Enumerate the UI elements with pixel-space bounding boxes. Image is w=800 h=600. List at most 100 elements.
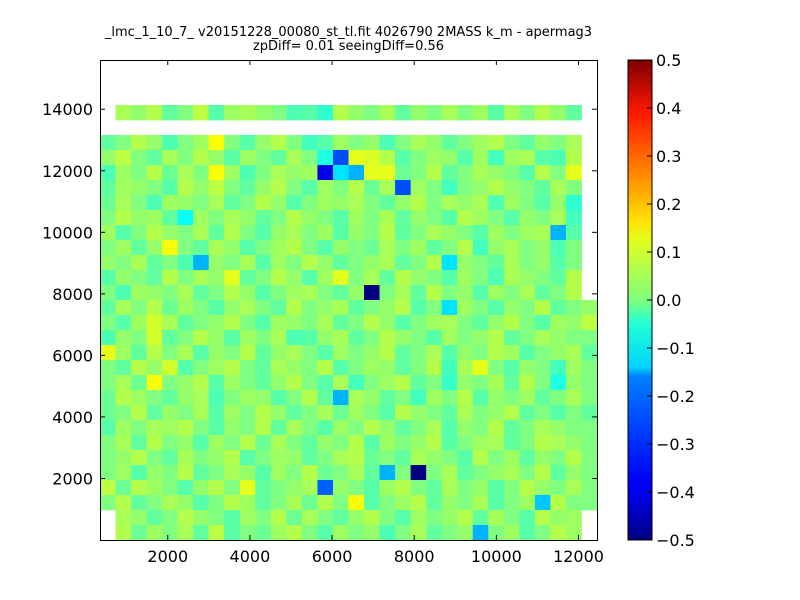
heatmap-cell [286, 360, 303, 376]
heatmap-cell [301, 105, 318, 121]
heatmap-cell [131, 450, 147, 466]
heatmap-cell [146, 375, 163, 391]
heatmap-cell [239, 300, 256, 316]
heatmap-cell [146, 195, 163, 211]
heatmap-cell [441, 420, 458, 436]
heatmap-cell [131, 315, 147, 331]
heatmap-cell [239, 180, 256, 196]
heatmap-cell [208, 360, 225, 376]
heatmap-cell [286, 105, 303, 121]
heatmap-cell [519, 180, 536, 196]
heatmap-cell [301, 435, 318, 451]
heatmap-cell [146, 240, 163, 256]
heatmap-cell [162, 390, 179, 406]
heatmap-cell [395, 405, 412, 421]
heatmap-cell [503, 330, 520, 346]
heatmap-cell [534, 270, 551, 286]
heatmap-cell [395, 315, 412, 331]
colorbar-tick-label: 0.0 [656, 291, 681, 310]
heatmap-cell [239, 225, 256, 241]
heatmap-cell [301, 285, 318, 301]
heatmap-cell [519, 450, 536, 466]
heatmap-cell [395, 435, 412, 451]
heatmap-cell [255, 345, 272, 361]
heatmap-cell [286, 345, 303, 361]
heatmap-cell [270, 195, 287, 211]
heatmap-cell [146, 480, 163, 496]
heatmap-cell [224, 480, 241, 496]
heatmap-cell [193, 480, 210, 496]
heatmap-cell [379, 435, 396, 451]
heatmap-cell [177, 525, 194, 541]
heatmap-cell [193, 195, 210, 211]
heatmap-cell [100, 225, 116, 241]
heatmap-cell [364, 165, 380, 181]
heatmap-cell [565, 465, 582, 481]
heatmap-cell [441, 330, 458, 346]
heatmap-cell [224, 405, 241, 421]
heatmap-cell [472, 150, 489, 166]
heatmap-cell [239, 525, 256, 541]
heatmap-cell [270, 210, 287, 226]
heatmap-cell [457, 330, 474, 346]
heatmap-cell [131, 285, 147, 301]
heatmap-cell [379, 495, 396, 511]
heatmap-cell [364, 285, 380, 301]
heatmap-cell [270, 285, 287, 301]
heatmap-cell [503, 180, 520, 196]
heatmap-cell [100, 420, 116, 436]
heatmap-cell [115, 435, 132, 451]
heatmap-cell [224, 525, 241, 541]
heatmap-cell [146, 450, 163, 466]
heatmap-cell [239, 450, 256, 466]
heatmap-cell [270, 330, 287, 346]
heatmap-cell [193, 300, 210, 316]
heatmap-cell [332, 405, 349, 421]
heatmap-cell [162, 285, 179, 301]
heatmap-cell [332, 390, 349, 406]
heatmap-cell [131, 525, 147, 541]
heatmap-cell [348, 105, 365, 121]
heatmap-cell [488, 360, 505, 376]
heatmap-cell [519, 480, 536, 496]
heatmap-cell [208, 135, 225, 151]
heatmap-cell [301, 465, 318, 481]
heatmap-cell [395, 225, 412, 241]
heatmap-cell [426, 180, 443, 196]
heatmap-cell [534, 465, 551, 481]
heatmap-cell [441, 435, 458, 451]
heatmap-cell [550, 135, 567, 151]
heatmap-cell [550, 300, 567, 316]
heatmap-cell [146, 390, 163, 406]
heatmap-cell [146, 495, 163, 511]
heatmap-cell [426, 420, 443, 436]
heatmap-cell [115, 420, 132, 436]
heatmap-cell [115, 150, 132, 166]
heatmap-cell [177, 225, 194, 241]
heatmap-cell [255, 105, 272, 121]
heatmap-cell [441, 255, 458, 271]
heatmap-cell [472, 210, 489, 226]
heatmap-cell [534, 495, 551, 511]
heatmap-cell [534, 105, 551, 121]
heatmap-cell [519, 465, 536, 481]
heatmap-cell [100, 255, 116, 271]
heatmap-cell [503, 390, 520, 406]
heatmap-cell [395, 480, 412, 496]
heatmap-cell [131, 255, 147, 271]
x-tick-label: 10000 [471, 547, 522, 566]
heatmap-cell [208, 390, 225, 406]
heatmap-cell [162, 135, 179, 151]
heatmap-cell [364, 270, 380, 286]
heatmap-cell [146, 270, 163, 286]
heatmap-cell [317, 300, 334, 316]
heatmap-cell [301, 300, 318, 316]
heatmap-cell [534, 135, 551, 151]
heatmap-cell [115, 315, 132, 331]
colorbar-tick-label: 0.4 [656, 99, 681, 118]
heatmap-cell [131, 495, 147, 511]
heatmap-cell [162, 225, 179, 241]
heatmap-cell [379, 240, 396, 256]
heatmap-cell [534, 330, 551, 346]
heatmap-cell [395, 210, 412, 226]
